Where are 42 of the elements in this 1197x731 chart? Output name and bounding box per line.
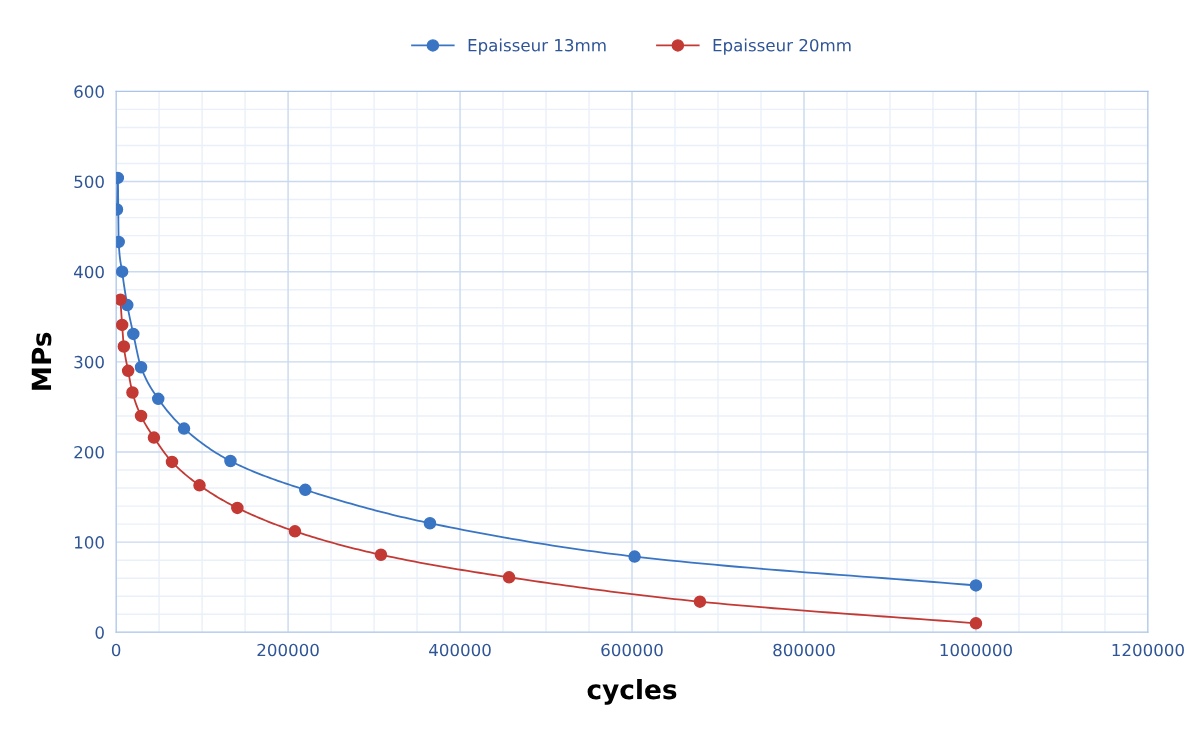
x-tick-label: 600000 (601, 643, 663, 657)
point (231, 501, 244, 515)
legend-label: Epaisseur 13mm (468, 38, 606, 55)
x-axis-title: cycles (587, 679, 677, 705)
point (121, 364, 135, 378)
x-tick-label: 1200000 (1112, 643, 1184, 657)
y-tick-label: 600 (74, 85, 104, 98)
point (147, 431, 161, 444)
point (193, 479, 206, 492)
point (502, 571, 516, 584)
y-tick-label: 400 (74, 265, 104, 279)
y-tick-label: 100 (75, 536, 104, 549)
x-tick-label: 1000000 (940, 643, 1012, 657)
point (165, 455, 179, 469)
point (969, 579, 983, 592)
point (134, 409, 148, 423)
point (126, 386, 139, 399)
y-tick-label: 0 (95, 626, 104, 639)
point (177, 422, 191, 435)
point (134, 361, 148, 374)
point (224, 454, 237, 468)
point (116, 265, 129, 278)
x-tick-label: 0 (111, 643, 121, 657)
point (116, 318, 129, 332)
y-tick-label: 300 (74, 355, 104, 369)
point (288, 525, 302, 538)
y-axis-title: MPs (31, 332, 52, 390)
x-tick-label: 200000 (257, 643, 319, 657)
point (693, 595, 707, 608)
y-tick-label: 200 (74, 445, 104, 459)
point (374, 548, 388, 562)
x-tick-label: 400000 (429, 643, 491, 657)
point (969, 617, 983, 630)
point (117, 340, 131, 353)
legend-label: Epaisseur 20mm (713, 38, 851, 55)
point (423, 516, 437, 530)
point (628, 550, 641, 563)
point (299, 483, 312, 497)
point (151, 392, 165, 406)
x-tick-label: 800000 (773, 643, 835, 657)
y-tick-label: 500 (74, 175, 104, 189)
point (127, 327, 140, 341)
